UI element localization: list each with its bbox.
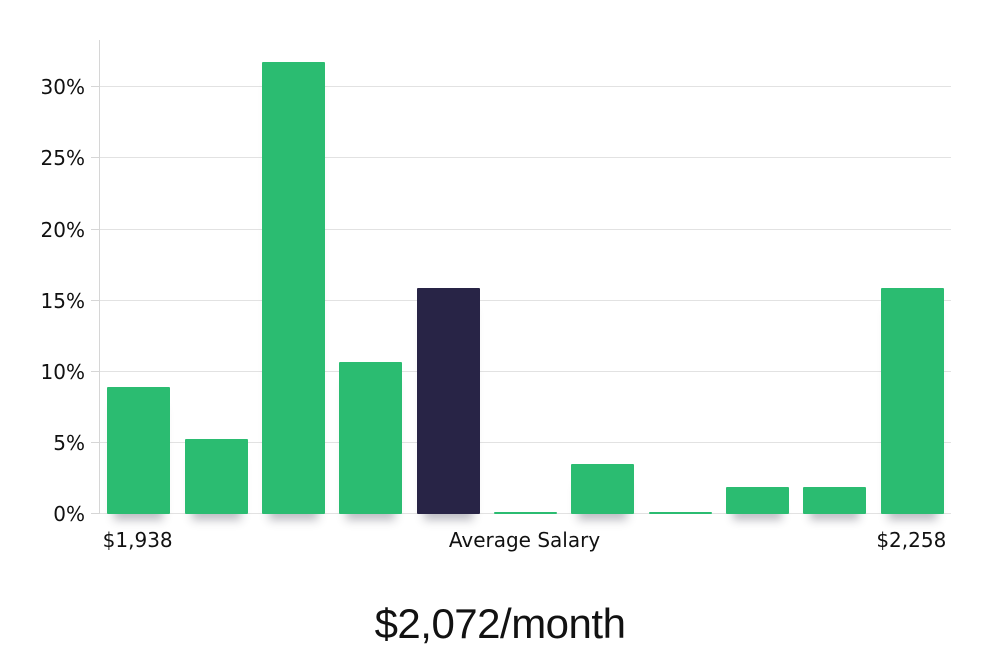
- bar-slot-7: [642, 40, 719, 514]
- y-axis-label-15%: 15%: [40, 288, 85, 313]
- y-axis-label-30%: 30%: [40, 75, 85, 100]
- bar-8: [726, 486, 790, 514]
- y-axis-label-25%: 25%: [40, 146, 85, 171]
- gridline-5%: [100, 441, 951, 443]
- bar-average-salary-highlight: [416, 287, 480, 514]
- x-axis-label-5: Average Salary: [448, 528, 601, 552]
- gridline-10%: [100, 370, 951, 372]
- bar-7: [648, 512, 712, 514]
- bar-slot-0: [100, 40, 177, 514]
- x-axis-label-0: $1,938: [102, 528, 173, 552]
- bar-slot-1: [177, 40, 254, 514]
- bar-1: [184, 438, 248, 514]
- bar-3: [339, 361, 403, 514]
- x-axis-label-10: $2,258: [876, 528, 947, 552]
- bar-slot-10: [874, 40, 951, 514]
- y-tick-mark-25%: [91, 157, 100, 159]
- y-axis-label-10%: 10%: [40, 359, 85, 384]
- gridline-30%: [100, 86, 951, 88]
- y-tick-mark-10%: [91, 370, 100, 372]
- bar-slot-6: [564, 40, 641, 514]
- bar-5: [493, 512, 557, 514]
- bar-2: [261, 61, 325, 514]
- bar-6: [571, 464, 635, 514]
- y-tick-mark-30%: [91, 86, 100, 88]
- gridline-15%: [100, 299, 951, 301]
- bars-row: [100, 40, 951, 514]
- bar-slot-8: [719, 40, 796, 514]
- bar-10: [880, 287, 944, 514]
- bar-slot-9: [796, 40, 873, 514]
- y-tick-mark-0%: [91, 513, 100, 514]
- average-salary-title: $2,072/month: [374, 600, 626, 647]
- bar-slot-5: [487, 40, 564, 514]
- y-tick-mark-5%: [91, 441, 100, 443]
- x-axis: $1,938 Average Salary $2,258: [99, 524, 950, 558]
- y-axis-label-5%: 5%: [53, 430, 85, 455]
- bar-slot-2: [255, 40, 332, 514]
- y-axis-label-0%: 0%: [53, 502, 85, 526]
- y-axis-label-20%: 20%: [40, 217, 85, 242]
- bar-0: [107, 387, 171, 514]
- gridline-25%: [100, 157, 951, 159]
- gridline-20%: [100, 228, 951, 230]
- bar-9: [803, 486, 867, 514]
- plot-area: 0% 5% 10% 15% 20% 25% 30%: [41, 40, 951, 524]
- y-tick-mark-20%: [91, 228, 100, 230]
- bar-slot-3: [332, 40, 409, 514]
- bar-slot-4: [409, 40, 486, 514]
- y-tick-mark-15%: [91, 299, 100, 301]
